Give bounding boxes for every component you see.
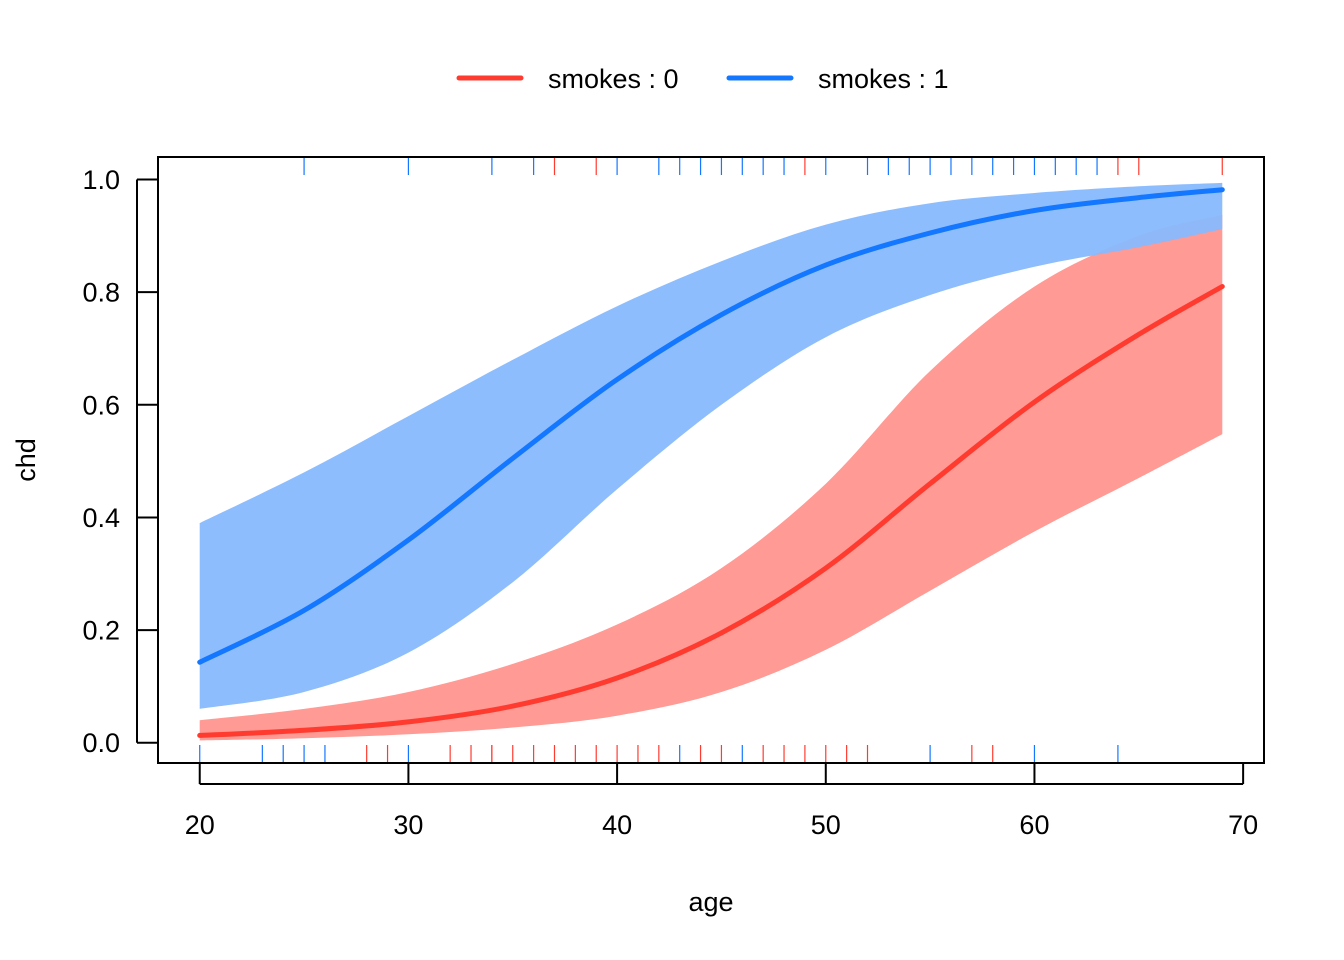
x-tick-label: 70	[1228, 810, 1258, 840]
legend: smokes : 0 smokes : 1	[456, 64, 949, 94]
legend-label-1: smokes : 1	[818, 64, 949, 94]
fitted-lines	[197, 187, 1225, 738]
y-axis: 0.0 0.2 0.4 0.6 0.8 1.0	[82, 165, 158, 758]
x-tick-label: 30	[393, 810, 423, 840]
y-tick-label: 0.0	[82, 728, 120, 758]
plot-frame	[157, 156, 1265, 764]
x-tick-label: 20	[185, 810, 215, 840]
legend-label-0: smokes : 0	[548, 64, 679, 94]
confidence-bands	[199, 182, 1223, 741]
fit-line-1	[197, 187, 1225, 665]
x-axis-label: age	[688, 887, 733, 917]
y-tick-label: 0.4	[82, 503, 120, 533]
confidence-band-0	[199, 215, 1223, 741]
x-tick-label: 40	[602, 810, 632, 840]
x-tick-label: 50	[811, 810, 841, 840]
y-tick-label: 0.2	[82, 616, 120, 646]
x-axis: 20 30 40 50 60 70	[185, 763, 1258, 840]
y-axis-label: chd	[11, 438, 41, 482]
confidence-band-1	[199, 182, 1223, 709]
y-tick-label: 1.0	[82, 165, 120, 195]
x-tick-label: 60	[1019, 810, 1049, 840]
y-tick-label: 0.8	[82, 278, 120, 308]
fit-line-0	[197, 284, 1225, 738]
rug-marks	[199, 158, 1223, 762]
y-tick-label: 0.6	[82, 390, 120, 420]
